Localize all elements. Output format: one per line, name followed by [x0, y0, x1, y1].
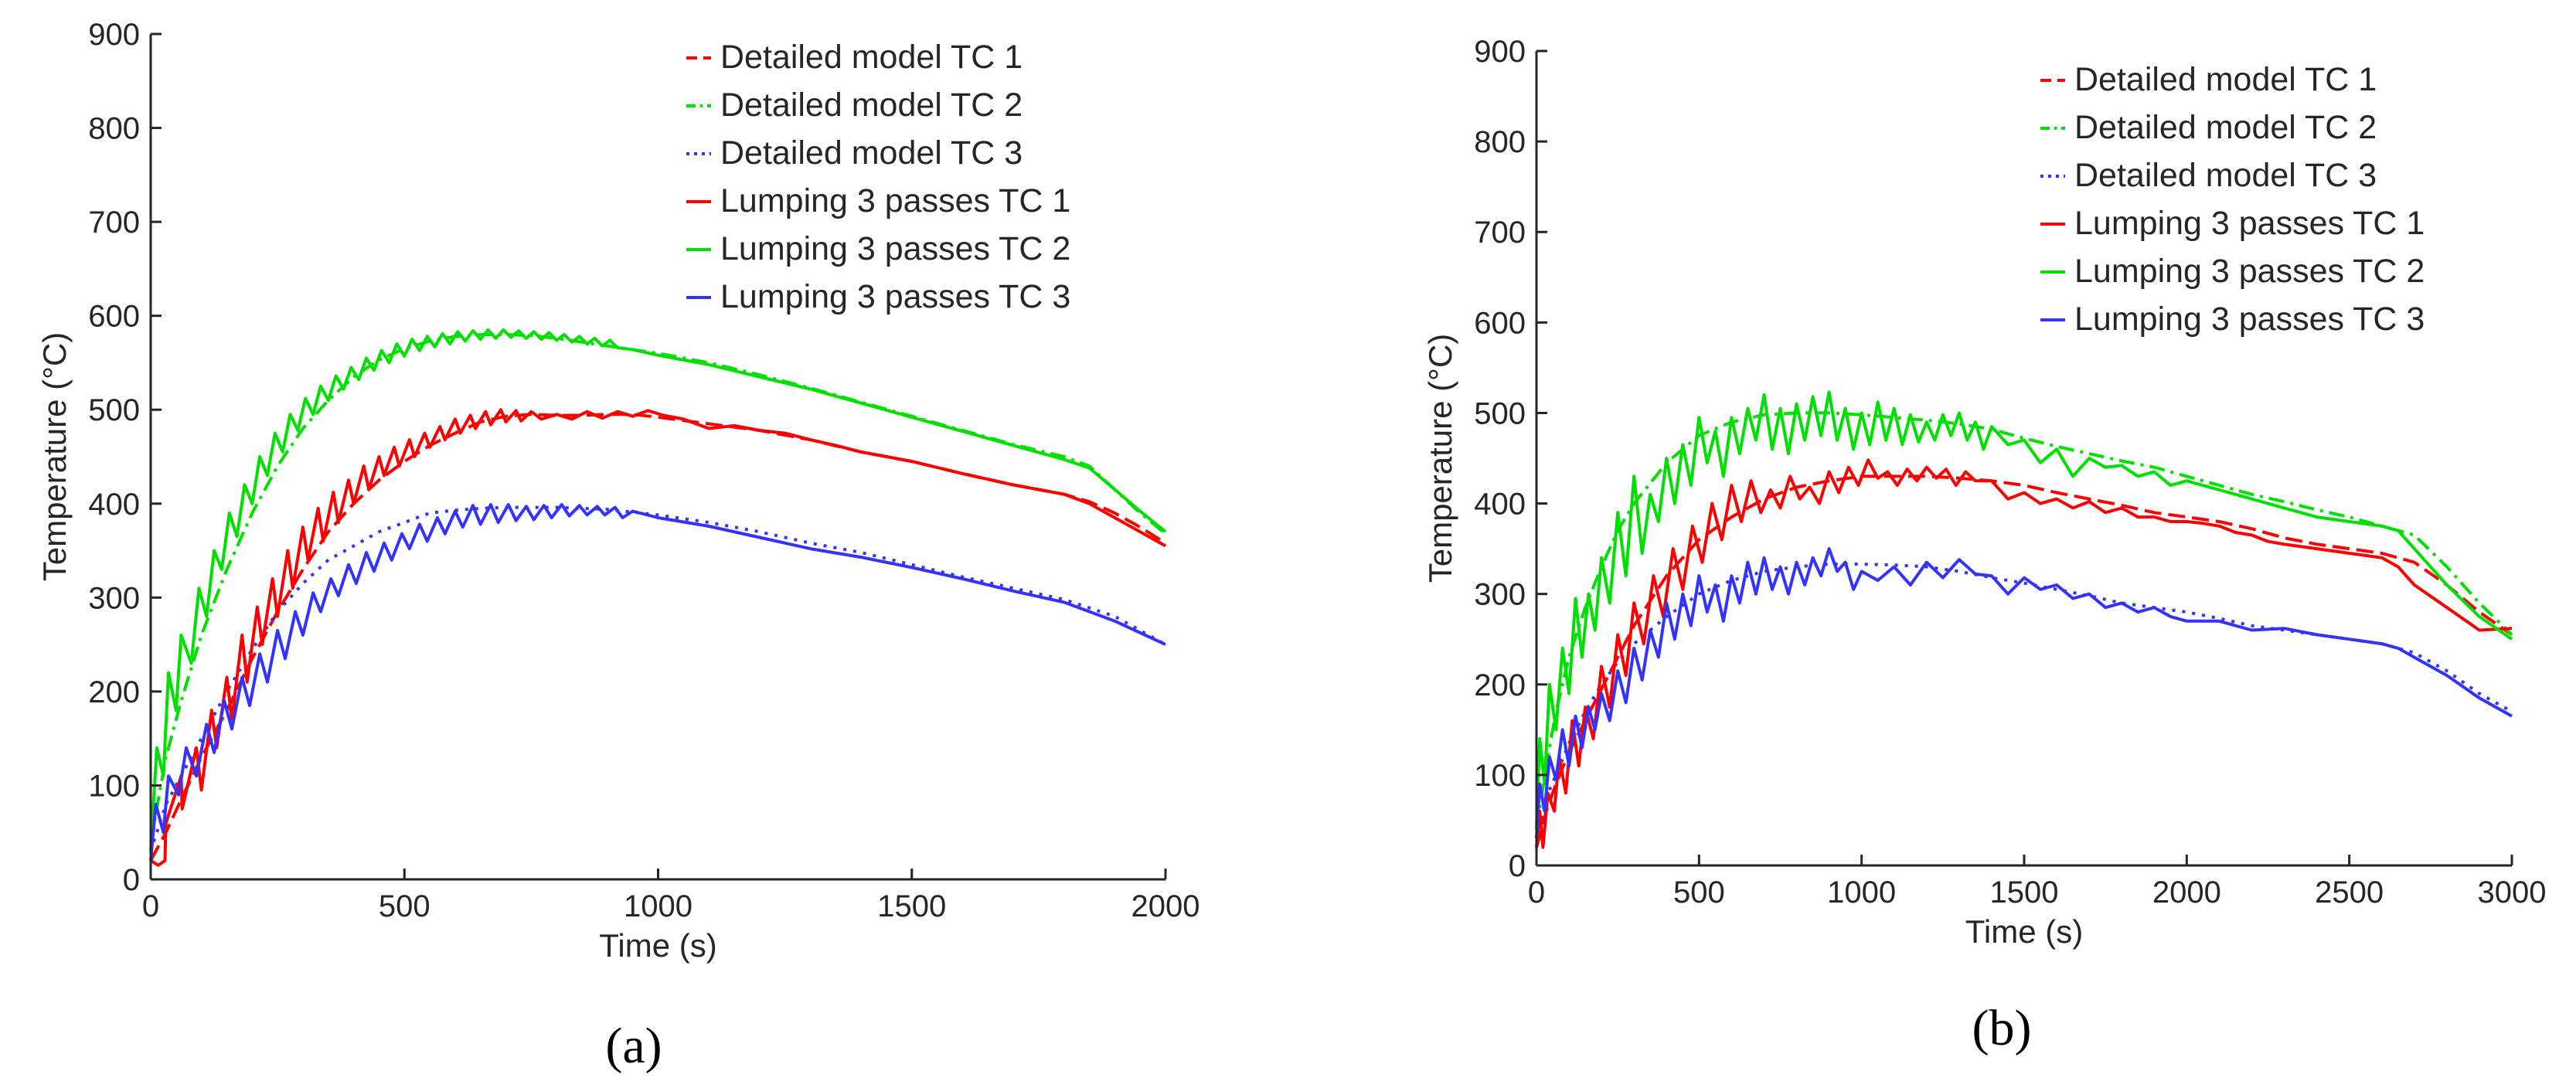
legend-label-a-6: Lumping 3 passes TC 3: [720, 278, 1070, 315]
y-tick-label-b: 400: [1474, 488, 1526, 522]
x-tick-label-a: 0: [142, 889, 159, 923]
x-tick-label-a: 1500: [877, 889, 946, 923]
series-line-a-6: [149, 503, 1166, 861]
panel-a-chart: 0 100 200 300 400 500 600 700 800 900 0 500 1000 1500…: [36, 18, 1200, 1074]
x-tick-label-a: 1000: [624, 889, 692, 923]
y-tick-label-a: 500: [88, 393, 140, 427]
legend-label-b-6: Lumping 3 passes TC 3: [2074, 301, 2425, 338]
series-line-a-5: [149, 328, 1167, 852]
y-tick-label-b: 600: [1474, 306, 1526, 340]
legend-label-a-2: Detailed model TC 2: [720, 87, 1023, 124]
panel-label-a: (a): [605, 1018, 662, 1074]
legend-label-a-5: Lumping 3 passes TC 2: [720, 230, 1070, 267]
legend-label-b-1: Detailed model TC 1: [2074, 61, 2377, 98]
y-tick-label-a: 200: [88, 675, 140, 709]
series-line-a-3: [149, 505, 1166, 852]
legend-label-b-5: Lumping 3 passes TC 2: [2074, 253, 2425, 290]
series-line-b-1: [1535, 474, 2513, 848]
legend-label-a-1: Detailed model TC 1: [720, 39, 1023, 76]
y-axis-label-a: Temperature (°C): [36, 332, 73, 582]
panel-b-chart: 0 100 200 300 400 500 600 700 800 900 0 500 1000 1500…: [1422, 35, 2546, 1056]
series-line-b-4: [1535, 458, 2513, 849]
series-line-b-5: [1535, 390, 2513, 830]
x-tick-label-a: 500: [379, 889, 430, 923]
panel-label-b: (b): [1972, 1000, 2032, 1056]
series-line-a-1: [149, 413, 1167, 862]
y-tick-label-b: 900: [1474, 35, 1526, 69]
series-line-b-2: [1535, 411, 2513, 830]
x-tick-label-b: 2500: [2315, 876, 2384, 910]
y-tick-label-b: 700: [1474, 216, 1526, 250]
y-tick-label-b: 100: [1474, 759, 1526, 793]
x-axis-label-b: Time (s): [1965, 913, 2083, 950]
y-tick-label-b: 300: [1474, 578, 1526, 612]
y-tick-label-b: 800: [1474, 125, 1526, 159]
legend-label-b-2: Detailed model TC 2: [2074, 109, 2377, 146]
y-tick-label-a: 300: [88, 581, 140, 615]
legend-label-a-4: Lumping 3 passes TC 1: [720, 182, 1070, 219]
x-tick-label-b: 3000: [2478, 876, 2547, 910]
legend-label-b-3: Detailed model TC 3: [2074, 157, 2377, 194]
x-tick-label-b: 500: [1673, 876, 1725, 910]
y-tick-label-b: 0: [1509, 849, 1526, 883]
y-tick-label-a: 400: [88, 488, 140, 522]
y-tick-label-a: 800: [88, 112, 140, 146]
legend-label-a-3: Detailed model TC 3: [720, 134, 1023, 172]
x-tick-label-a: 2000: [1131, 889, 1200, 923]
series-line-b-6: [1535, 547, 2513, 839]
x-axis-label-a: Time (s): [599, 927, 716, 964]
x-tick-label-b: 1000: [1827, 876, 1896, 910]
y-tick-label-b: 500: [1474, 396, 1526, 430]
y-tick-label-a: 100: [88, 769, 140, 803]
y-axis-label-b: Temperature (°C): [1422, 334, 1458, 583]
legend-label-b-4: Lumping 3 passes TC 1: [2074, 205, 2425, 242]
y-tick-label-a: 0: [123, 863, 140, 897]
x-tick-label-b: 0: [1528, 876, 1545, 910]
x-tick-label-b: 1500: [1990, 876, 2059, 910]
y-tick-label-a: 700: [88, 206, 140, 240]
x-tick-label-b: 2000: [2152, 876, 2221, 910]
y-tick-label-a: 900: [88, 18, 140, 52]
y-tick-label-a: 600: [88, 300, 140, 334]
series-line-b-3: [1535, 563, 2513, 839]
series-line-a-4: [149, 408, 1166, 867]
y-tick-label-b: 200: [1474, 668, 1526, 702]
